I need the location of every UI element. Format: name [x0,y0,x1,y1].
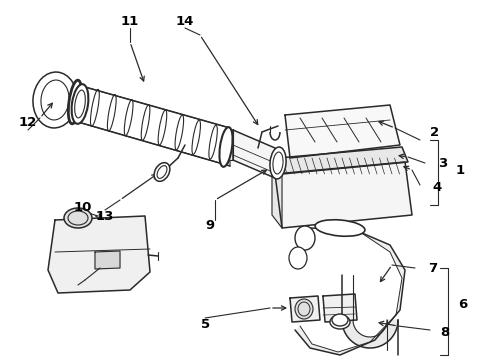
Text: 4: 4 [432,180,441,194]
Polygon shape [225,130,233,160]
Text: 6: 6 [458,298,467,311]
Text: 10: 10 [74,201,92,213]
Text: 12: 12 [19,116,37,129]
Ellipse shape [154,163,170,181]
Text: 14: 14 [176,14,194,27]
Polygon shape [278,147,408,174]
Ellipse shape [68,80,82,124]
Polygon shape [285,105,400,158]
Text: 7: 7 [428,261,438,274]
Ellipse shape [270,147,286,179]
Ellipse shape [220,127,233,167]
Ellipse shape [72,84,88,124]
Ellipse shape [33,72,77,128]
Ellipse shape [330,315,350,329]
Polygon shape [78,85,230,166]
Polygon shape [48,216,150,293]
Polygon shape [295,228,405,355]
Polygon shape [275,162,412,228]
Text: 3: 3 [439,157,448,170]
Ellipse shape [64,208,92,228]
Ellipse shape [315,220,365,236]
Ellipse shape [295,226,315,250]
Polygon shape [290,296,320,322]
Text: 11: 11 [121,14,139,27]
Ellipse shape [289,247,307,269]
Text: 1: 1 [455,163,465,176]
Polygon shape [95,251,120,269]
Text: 9: 9 [205,219,215,231]
Text: 13: 13 [96,210,114,222]
Text: 5: 5 [201,319,211,332]
Ellipse shape [332,314,348,326]
Polygon shape [272,158,282,228]
Polygon shape [233,130,275,178]
Text: 2: 2 [430,126,440,139]
Ellipse shape [295,299,313,319]
Text: 8: 8 [441,327,450,339]
Polygon shape [323,294,357,322]
Polygon shape [342,320,398,348]
